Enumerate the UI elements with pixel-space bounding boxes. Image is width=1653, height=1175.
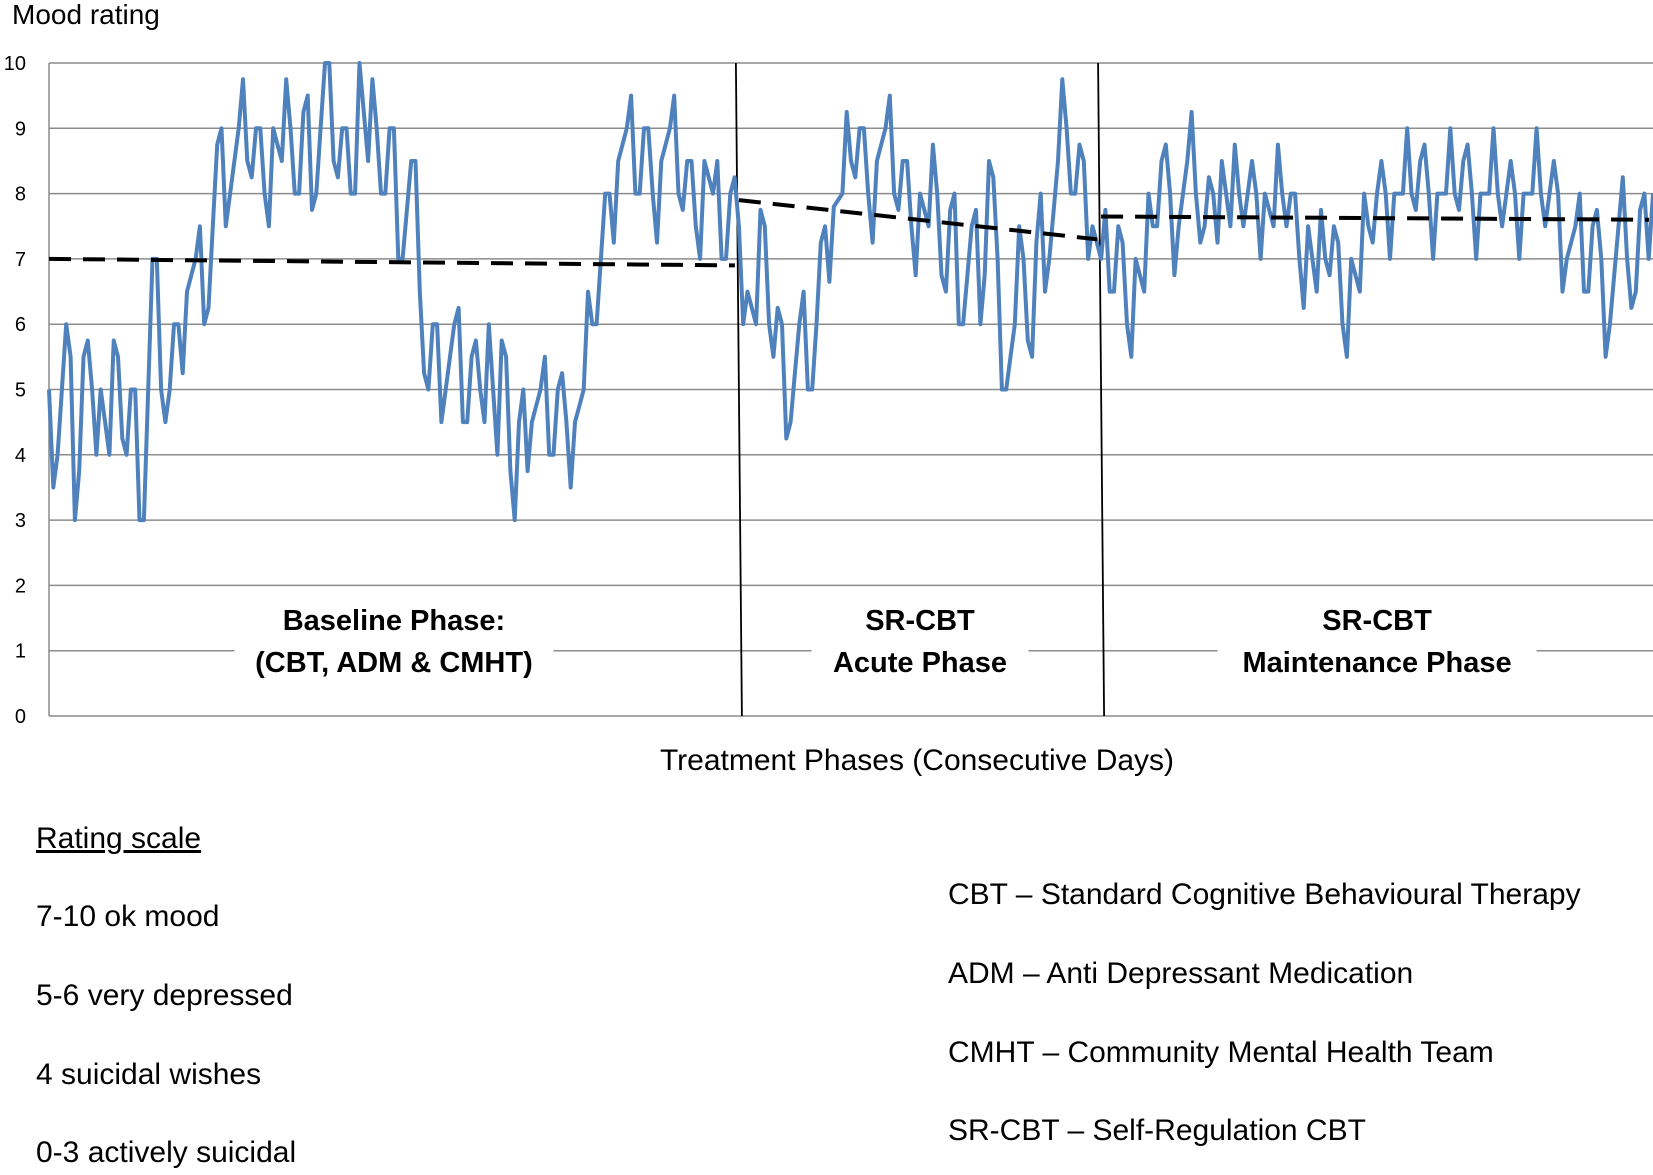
abbreviation-item: CBT – Standard Cognitive Behavioural The… xyxy=(948,878,1581,911)
abbreviation-item: CMHT – Community Mental Health Team xyxy=(948,1036,1494,1069)
phase-label-bg xyxy=(1217,597,1537,689)
phase-labels: Baseline Phase: (CBT, ADM & CMHT) SR-CBT Ac… xyxy=(234,597,1537,689)
y-tick-labels: 0 1 2 3 4 5 6 7 8 9 10 xyxy=(4,53,26,728)
phase-label: SR-CBT xyxy=(1322,605,1432,637)
y-tick-label: 6 xyxy=(15,314,26,336)
abbreviation-item: SR-CBT – Self-Regulation CBT xyxy=(948,1114,1366,1147)
y-tick-label: 0 xyxy=(15,706,26,728)
abbreviation-item: ADM – Anti Depressant Medication xyxy=(948,957,1414,990)
trend-line xyxy=(48,256,735,268)
trend-line xyxy=(1101,214,1650,222)
rating-scale-legend: Rating scale 7-10 ok mood 5-6 very depre… xyxy=(0,0,800,1175)
abbreviations-legend: CBT – Standard Cognitive Behavioural The… xyxy=(940,0,1653,1175)
mood-series-line xyxy=(47,61,1653,523)
x-axis-label: Treatment Phases (Consecutive Days) xyxy=(660,744,1174,777)
y-tick-label: 9 xyxy=(15,118,26,140)
phase-label: (CBT, ADM & CMHT) xyxy=(255,647,533,679)
y-tick-label: 4 xyxy=(15,445,26,467)
y-tick-label: 1 xyxy=(15,641,26,663)
y-tick-label: 8 xyxy=(15,184,26,206)
mood-series xyxy=(47,61,1653,523)
rating-scale-title: Rating scale xyxy=(36,822,202,855)
y-tick-label: 10 xyxy=(4,53,26,75)
phase-dividers xyxy=(734,62,1105,717)
trend-lines xyxy=(48,198,1650,268)
rating-scale-item: 4 suicidal wishes xyxy=(36,1058,262,1091)
phase-label-bg xyxy=(234,597,554,689)
phase-divider xyxy=(734,62,743,717)
y-tick-label: 3 xyxy=(15,510,26,532)
rating-scale-item: 7-10 ok mood xyxy=(36,900,220,933)
rating-scale-item: 0-3 actively suicidal xyxy=(36,1136,297,1169)
phase-label-bg xyxy=(811,597,1029,689)
trend-line xyxy=(738,198,1098,242)
phase-label: Baseline Phase: xyxy=(283,605,505,637)
y-tick-label: 2 xyxy=(15,575,26,597)
phase-label: Acute Phase xyxy=(833,647,1007,679)
y-axis-label: Mood rating xyxy=(12,0,160,30)
mood-chart: Baseline Phase: (CBT, ADM & CMHT) SR-CBT Ac… xyxy=(4,0,1653,777)
phase-divider xyxy=(1097,62,1105,717)
phase-label: SR-CBT xyxy=(865,605,975,637)
phase-label: Maintenance Phase xyxy=(1242,647,1511,679)
y-tick-label: 7 xyxy=(15,249,26,271)
rating-scale-item: 5-6 very depressed xyxy=(36,979,293,1012)
y-tick-label: 5 xyxy=(15,380,26,402)
